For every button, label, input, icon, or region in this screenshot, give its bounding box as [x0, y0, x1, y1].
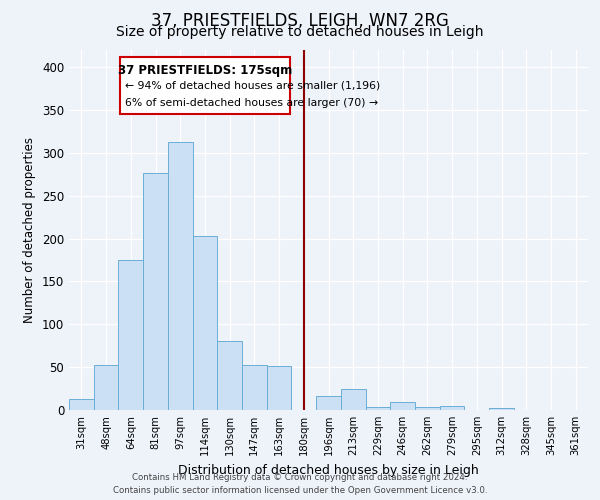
Text: ← 94% of detached houses are smaller (1,196): ← 94% of detached houses are smaller (1,… — [125, 81, 380, 91]
Bar — [118, 260, 143, 410]
Bar — [267, 366, 292, 410]
Bar — [217, 342, 242, 410]
Bar — [143, 172, 168, 410]
Bar — [415, 408, 440, 410]
X-axis label: Distribution of detached houses by size in Leigh: Distribution of detached houses by size … — [178, 464, 479, 476]
Bar — [316, 396, 341, 410]
Bar — [69, 399, 94, 410]
Bar — [440, 406, 464, 410]
Bar — [193, 236, 217, 410]
Text: Size of property relative to detached houses in Leigh: Size of property relative to detached ho… — [116, 25, 484, 39]
Text: Contains HM Land Registry data © Crown copyright and database right 2024.: Contains HM Land Registry data © Crown c… — [132, 474, 468, 482]
Text: 37, PRIESTFIELDS, LEIGH, WN7 2RG: 37, PRIESTFIELDS, LEIGH, WN7 2RG — [151, 12, 449, 30]
Bar — [365, 406, 390, 410]
FancyBboxPatch shape — [119, 57, 290, 114]
Bar — [341, 388, 365, 410]
Bar — [94, 364, 118, 410]
Y-axis label: Number of detached properties: Number of detached properties — [23, 137, 37, 323]
Text: Contains public sector information licensed under the Open Government Licence v3: Contains public sector information licen… — [113, 486, 487, 495]
Bar — [168, 142, 193, 410]
Bar — [242, 366, 267, 410]
Text: 37 PRIESTFIELDS: 175sqm: 37 PRIESTFIELDS: 175sqm — [118, 64, 292, 76]
Text: 6% of semi-detached houses are larger (70) →: 6% of semi-detached houses are larger (7… — [125, 98, 378, 108]
Bar — [390, 402, 415, 410]
Bar — [489, 408, 514, 410]
